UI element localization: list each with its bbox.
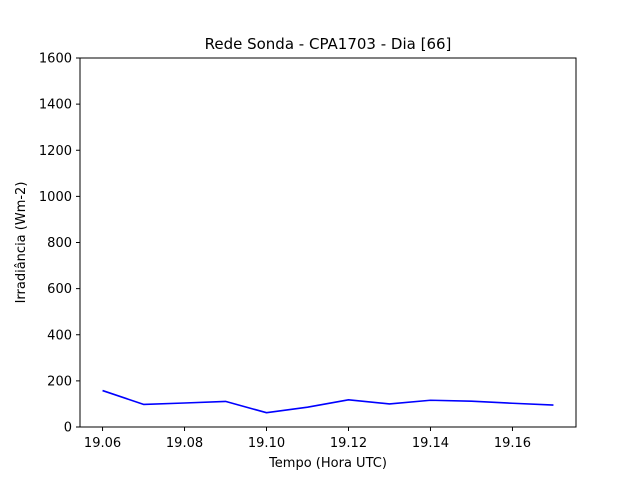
- y-tick-label: 1200: [39, 144, 72, 159]
- plot-area-frame: [79, 57, 577, 428]
- x-axis: 19.06 19.08 19.10 19.12 19.14 19.16: [84, 427, 531, 451]
- y-tick-label: 400: [47, 328, 72, 343]
- y-tick-label: 1400: [39, 98, 72, 113]
- y-tick-label: 0: [64, 421, 72, 436]
- x-tick-label: 19.06: [84, 436, 121, 451]
- x-tick-label: 19.08: [166, 436, 203, 451]
- y-axis: 0 200 400 600 800 1000 1200 1400 1600: [39, 52, 80, 436]
- x-tick-label: 19.16: [494, 436, 531, 451]
- x-tick-label: 19.10: [248, 436, 285, 451]
- x-tick-label: 19.14: [412, 436, 449, 451]
- y-axis-label: Irradiância (Wm-2): [14, 182, 29, 304]
- y-tick-label: 1000: [39, 190, 72, 205]
- x-axis-label: Tempo (Hora UTC): [268, 456, 387, 471]
- y-tick-label: 1600: [39, 52, 72, 67]
- series-line: [102, 389, 554, 414]
- y-tick-label: 200: [47, 374, 72, 389]
- plot-series: [102, 389, 554, 414]
- y-tick-label: 800: [47, 236, 72, 251]
- chart-title: Rede Sonda - CPA1703 - Dia [66]: [205, 35, 452, 53]
- x-tick-label: 19.12: [330, 436, 367, 451]
- y-tick-label: 600: [47, 282, 72, 297]
